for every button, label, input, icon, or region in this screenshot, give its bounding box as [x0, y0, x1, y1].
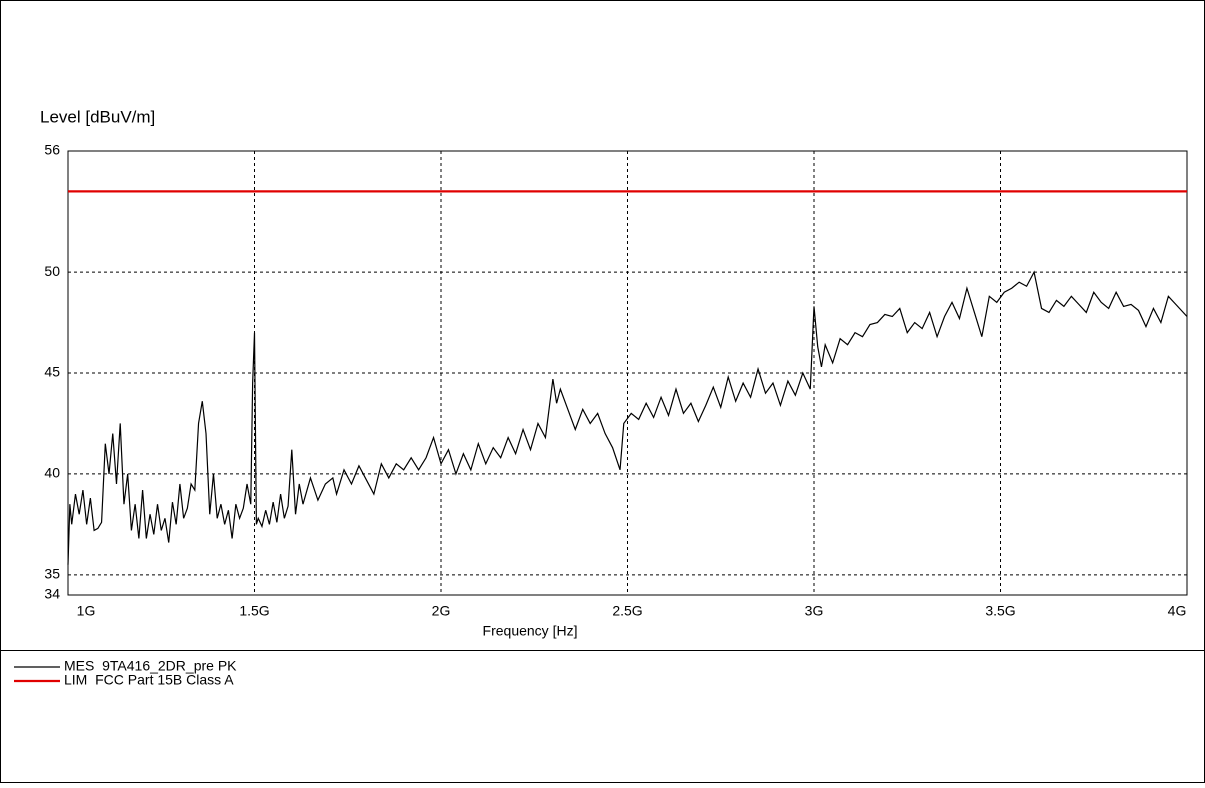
- x-tick-label: 3G: [805, 603, 824, 619]
- y-axis-title: Level [dBuV/m]: [40, 107, 155, 126]
- y-tick-label: 50: [44, 263, 60, 279]
- x-tick-label: 1G: [77, 603, 96, 619]
- y-tick-label: 35: [44, 566, 60, 582]
- legend-label: LIM FCC Part 15B Class A: [64, 672, 234, 688]
- x-tick-label: 4G: [1168, 603, 1187, 619]
- x-tick-label: 2G: [432, 603, 451, 619]
- plot-frame: [67, 150, 1188, 596]
- y-tick-label: 45: [44, 364, 60, 380]
- x-tick-label: 2.5G: [612, 603, 642, 619]
- y-tick-label: 40: [44, 465, 60, 481]
- x-tick-label: 3.5G: [985, 603, 1015, 619]
- x-tick-label: 1.5G: [239, 603, 269, 619]
- y-tick-label: 56: [44, 142, 60, 158]
- data-line: [67, 270, 1188, 565]
- legend-label: MES 9TA416_2DR_pre PK: [64, 658, 237, 674]
- y-tick-label: 34: [44, 586, 60, 602]
- x-axis-title: Frequency [Hz]: [483, 623, 578, 639]
